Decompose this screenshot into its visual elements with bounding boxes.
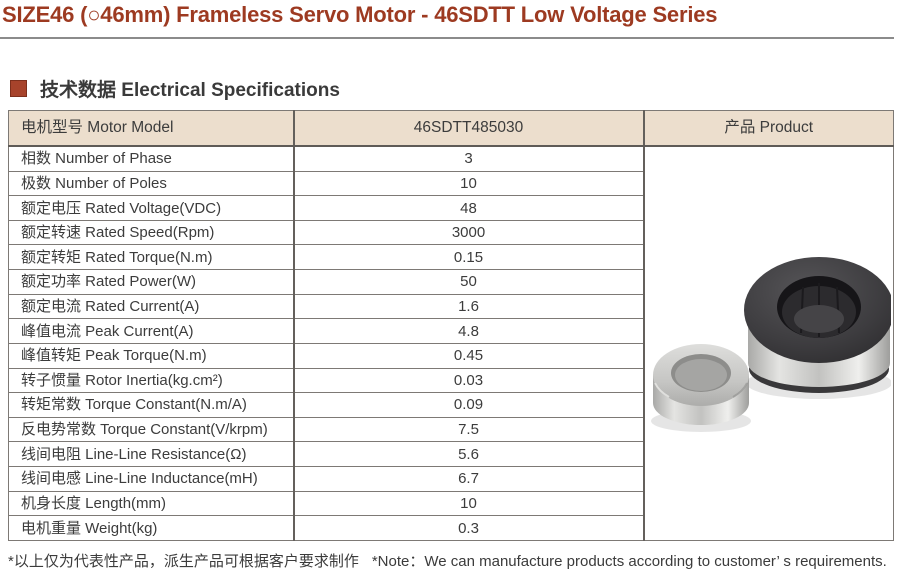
spec-label: 额定电压 Rated Voltage(VDC) (8, 195, 294, 221)
rotor-ring-image (650, 344, 751, 432)
table-row: 转矩常数 Torque Constant(N.m/A) 0.09 (8, 392, 894, 418)
table-row: 机身长度 Length(mm) 10 (8, 490, 894, 517)
spec-label: 反电势常数 Torque Constant(V/krpm) (8, 416, 294, 443)
section-bullet-icon (10, 80, 27, 97)
footnote-en: *Note：We can manufacture products accord… (371, 553, 887, 570)
spec-value: 3000 (292, 219, 645, 246)
title-divider (0, 37, 894, 39)
spec-value: 0.09 (292, 392, 645, 418)
footnote: *以上仅为代表性产品，派生产品可根据客户要求制作 *Note：We can man… (8, 550, 887, 571)
table-header-row: 电机型号 Motor Model 46SDTT485030 产品 Product (8, 110, 894, 147)
table-row: 电机重量 Weight(kg) 0.3 (8, 515, 894, 541)
spec-label: 线间电阻 Line-Line Resistance(Ω) (8, 441, 294, 467)
table-row: 反电势常数 Torque Constant(V/krpm) 7.5 (8, 416, 894, 443)
spec-label: 额定电流 Rated Current(A) (8, 293, 294, 320)
spec-value: 6.7 (292, 465, 645, 492)
footnote-zh: *以上仅为代表性产品，派生产品可根据客户要求制作 (8, 553, 359, 570)
spec-value: 0.03 (292, 367, 645, 394)
spec-label: 转矩常数 Torque Constant(N.m/A) (8, 392, 294, 418)
spec-label: 额定转矩 Rated Torque(N.m) (8, 244, 294, 271)
col-header-motor-model: 电机型号 Motor Model (8, 110, 294, 147)
spec-label: 峰值电流 Peak Current(A) (8, 318, 294, 344)
spec-label: 转子惯量 Rotor Inertia(kg.cm²) (8, 367, 294, 394)
spec-value: 7.5 (292, 416, 645, 443)
table-row: 转子惯量 Rotor Inertia(kg.cm²) 0.03 (8, 367, 894, 394)
spec-label: 极数 Number of Poles (8, 170, 294, 197)
table-row: 线间电感 Line-Line Inductance(mH) 6.7 (8, 465, 894, 492)
spec-label: 电机重量 Weight(kg) (8, 515, 294, 541)
spec-label: 额定功率 Rated Power(W) (8, 269, 294, 295)
spec-value: 3 (292, 145, 645, 172)
spec-value: 0.45 (292, 342, 645, 369)
spec-label: 机身长度 Length(mm) (8, 490, 294, 517)
spec-value: 4.8 (292, 318, 645, 344)
col-header-product: 产品 Product (643, 110, 894, 147)
spec-label: 相数 Number of Phase (8, 145, 294, 172)
spec-value: 10 (292, 170, 645, 197)
product-photo (650, 257, 891, 432)
spec-table: 电机型号 Motor Model 46SDTT485030 产品 Product… (8, 110, 894, 541)
spec-value: 50 (292, 269, 645, 295)
table-row: 额定电流 Rated Current(A) 1.6 (8, 293, 894, 320)
section-title-en: Electrical Specifications (121, 80, 340, 101)
table-row: 额定转速 Rated Speed(Rpm) 3000 (8, 219, 894, 246)
spec-value: 1.6 (292, 293, 645, 320)
section-header: 技术数据 Electrical Specifications (10, 75, 340, 102)
col-header-model-value: 46SDTT485030 (292, 110, 645, 147)
spec-value: 0.15 (292, 244, 645, 271)
table-row: 极数 Number of Poles 10 (8, 170, 894, 197)
spec-label: 额定转速 Rated Speed(Rpm) (8, 219, 294, 246)
stator-ring-image (743, 257, 891, 399)
spec-label: 峰值转矩 Peak Torque(N.m) (8, 342, 294, 369)
table-row: 线间电阻 Line-Line Resistance(Ω) 5.6 (8, 441, 894, 467)
spec-value: 48 (292, 195, 645, 221)
table-row: 相数 Number of Phase 3 (8, 145, 894, 541)
section-title-zh: 技术数据 (40, 80, 117, 101)
page-title: SIZE46 (○46mm) Frameless Servo Motor - 4… (2, 2, 718, 27)
spec-value: 0.3 (292, 515, 645, 541)
table-row: 峰值电流 Peak Current(A) 4.8 (8, 318, 894, 344)
spec-value: 10 (292, 490, 645, 517)
section-title: 技术数据 Electrical Specifications (40, 75, 340, 102)
spec-label: 线间电感 Line-Line Inductance(mH) (8, 465, 294, 492)
spec-value: 5.6 (292, 441, 645, 467)
product-image-cell (643, 145, 894, 541)
